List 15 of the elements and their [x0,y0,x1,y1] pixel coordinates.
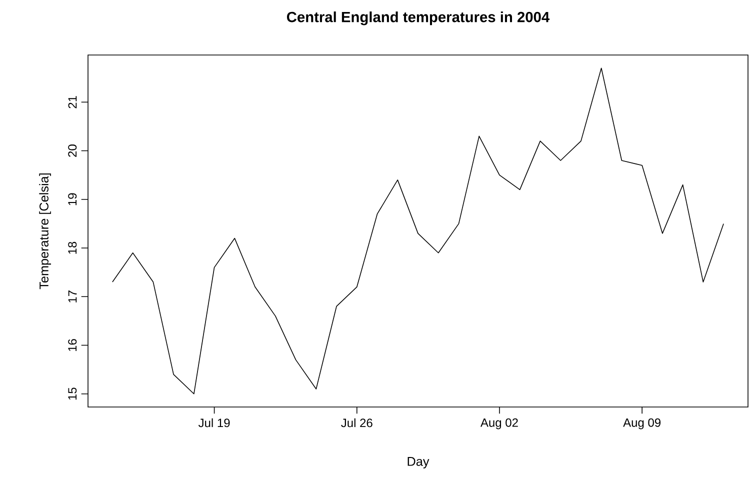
x-tick-label: Jul 19 [198,418,230,428]
chart-title: Central England temperatures in 2004 [286,11,550,26]
x-tick-label: Jul 26 [341,418,372,428]
y-tick-label: 15 [68,388,77,400]
y-tick-label: 21 [68,96,77,108]
y-tick-label: 19 [68,193,77,206]
line-series [112,68,724,394]
x-tick-label: Aug 02 [480,418,518,430]
y-tick-label: 18 [68,242,77,254]
y-tick-label: 20 [68,144,77,157]
y-tick-label: 16 [68,339,77,351]
y-tick-label: 17 [68,290,77,302]
y-axis-title: Temperature [Celsia] [39,173,51,290]
x-axis-title: Day [408,457,430,468]
x-tick-label: Aug 09 [623,418,661,430]
